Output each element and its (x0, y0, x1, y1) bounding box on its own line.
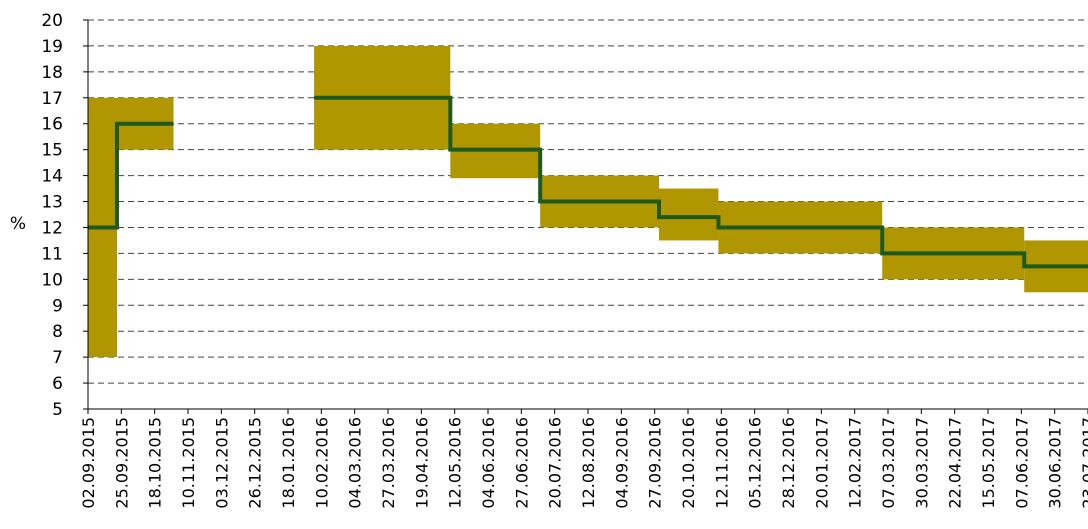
x-tick-label: 12.08.2016 (579, 417, 598, 509)
rate-step-line (88, 95, 1088, 269)
x-tick-label: 12.05.2016 (446, 417, 465, 509)
x-tick-label: 04.06.2016 (479, 417, 498, 509)
y-tick-label: 19 (41, 37, 63, 57)
x-tick-label: 10.11.2015 (179, 417, 198, 509)
band-segment-6 (659, 188, 719, 241)
x-tick-label: 18.10.2015 (146, 417, 165, 509)
x-tick-label: 19.04.2016 (412, 417, 431, 509)
y-tick-labels: 5 6 7 8 9 10 11 12 13 14 15 16 17 18 19 20 (41, 11, 63, 420)
x-tick-label: 15.05.2017 (979, 417, 998, 509)
x-tick-label: 27.09.2016 (646, 417, 665, 509)
x-tick-label: 04.03.2016 (346, 417, 365, 509)
x-tick-label: 20.10.2016 (679, 417, 698, 509)
x-tick-label: 04.09.2016 (612, 417, 631, 509)
x-tick-label: 07.06.2017 (1012, 417, 1031, 509)
x-tick-label: 03.12.2015 (212, 417, 231, 509)
x-tick-label: 20.01.2017 (812, 417, 831, 509)
x-tick-label: 27.06.2016 (512, 417, 531, 509)
x-tick-label: 10.02.2016 (312, 417, 331, 509)
series-line-1 (88, 95, 1088, 269)
x-tick-label: 18.01.2016 (279, 417, 298, 509)
y-tick-label: 9 (52, 296, 63, 316)
y-tick-label: 16 (41, 115, 63, 135)
y-tick-label: 14 (41, 167, 63, 187)
x-tick-labels: 02.09.2015 25.09.2015 18.10.2015 10.11.2015… (79, 417, 1088, 509)
y-tick-label: 5 (52, 400, 63, 420)
x-tick-label: 26.12.2015 (246, 417, 265, 509)
y-tick-label: 12 (41, 218, 63, 238)
y-tick-label: 11 (41, 244, 63, 264)
y-tick-label: 7 (52, 348, 63, 368)
x-tick-label: 28.12.2016 (779, 417, 798, 509)
y-tick-label: 8 (52, 322, 63, 342)
x-tick-label: 30.03.2017 (912, 417, 931, 509)
y-tick-label: 15 (41, 141, 63, 161)
y-tick-label: 20 (41, 11, 63, 31)
y-tick-label: 18 (41, 63, 63, 83)
x-tick-label: 12.02.2017 (846, 417, 865, 509)
x-tick-label: 25.09.2015 (112, 417, 131, 509)
x-tick-label: 30.06.2017 (1046, 417, 1065, 509)
x-tick-label: 07.03.2017 (879, 417, 898, 509)
x-tick-label: 27.03.2016 (379, 417, 398, 509)
y-tick-label: 10 (41, 270, 63, 290)
x-tick-label: 05.12.2016 (746, 417, 765, 509)
x-tick-label: 22.04.2017 (946, 417, 965, 509)
x-tick-label: 20.07.2016 (546, 417, 565, 509)
axes (83, 19, 1088, 414)
y-tick-label: 13 (41, 193, 63, 213)
x-tick-label: 23.07.2017 (1079, 417, 1088, 509)
y-axis-label: % (10, 214, 26, 234)
y-tick-label: 17 (41, 89, 63, 109)
x-tick-label: 02.09.2015 (79, 417, 98, 509)
y-tick-label: 6 (52, 374, 63, 394)
x-tick-label: 12.11.2016 (712, 417, 731, 509)
